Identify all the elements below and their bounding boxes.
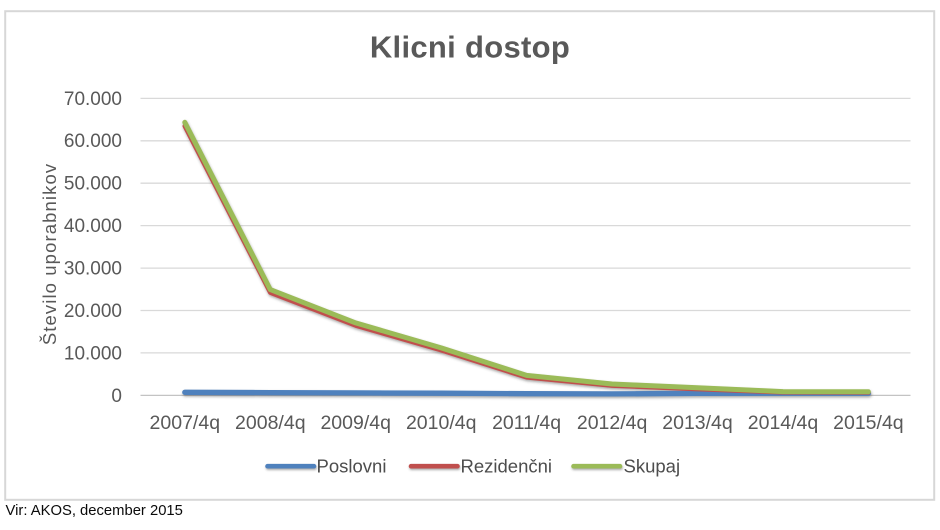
svg-text:2010/4q: 2010/4q <box>406 412 477 434</box>
svg-text:2014/4q: 2014/4q <box>748 412 819 434</box>
svg-text:70.000: 70.000 <box>64 89 122 110</box>
svg-text:Rezidenčni: Rezidenčni <box>461 455 553 476</box>
svg-text:30.000: 30.000 <box>64 259 122 280</box>
svg-text:2011/4q: 2011/4q <box>492 412 561 434</box>
svg-text:2007/4q: 2007/4q <box>150 412 221 434</box>
svg-text:0: 0 <box>111 386 122 407</box>
svg-text:2013/4q: 2013/4q <box>662 412 733 434</box>
svg-text:2008/4q: 2008/4q <box>235 412 306 434</box>
svg-text:20.000: 20.000 <box>64 301 122 322</box>
svg-text:Klicni dostop: Klicni dostop <box>370 30 570 65</box>
svg-text:10.000: 10.000 <box>64 343 122 364</box>
svg-text:60.000: 60.000 <box>64 131 122 152</box>
svg-text:2009/4q: 2009/4q <box>320 412 391 434</box>
svg-text:Poslovni: Poslovni <box>317 455 387 476</box>
svg-text:40.000: 40.000 <box>64 216 122 237</box>
svg-text:Število uporabnikov: Število uporabnikov <box>39 163 60 345</box>
svg-text:2012/4q: 2012/4q <box>577 412 648 434</box>
svg-text:50.000: 50.000 <box>64 174 122 195</box>
svg-text:Vir: AKOS, december 2015: Vir: AKOS, december 2015 <box>6 503 183 519</box>
svg-text:Skupaj: Skupaj <box>624 455 681 476</box>
svg-text:2015/4q: 2015/4q <box>833 412 904 434</box>
